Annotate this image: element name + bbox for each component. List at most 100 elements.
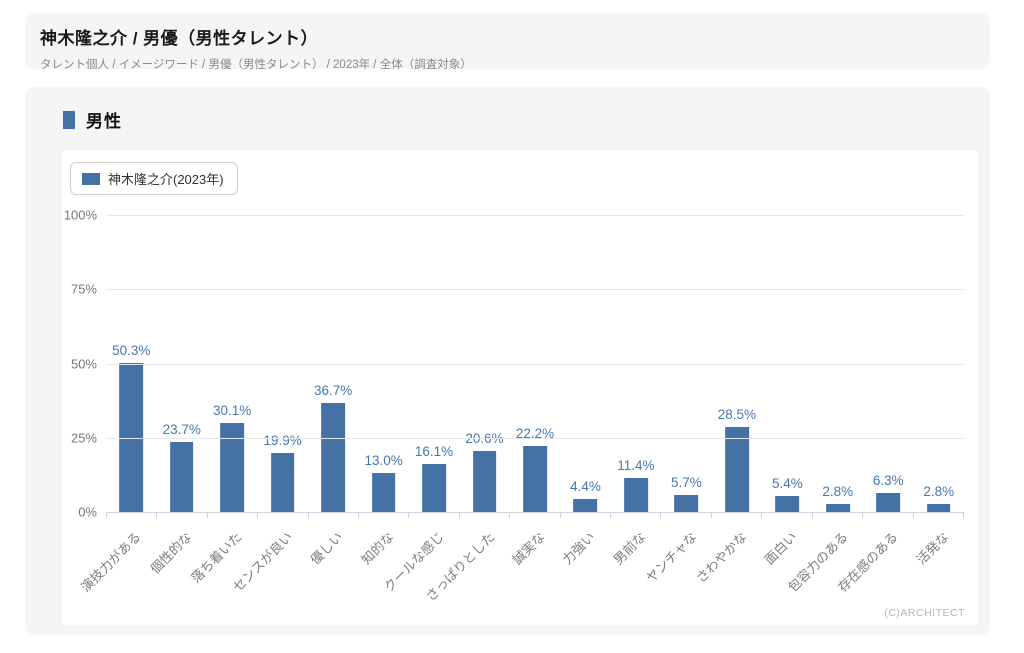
bar[interactable] xyxy=(775,495,800,512)
bar-value-label: 23.7% xyxy=(162,421,201,437)
bar-value-label: 11.4% xyxy=(617,458,655,474)
x-axis-tick xyxy=(811,512,862,518)
bar-slot: 50.3% xyxy=(106,215,156,512)
bar-value-label: 16.1% xyxy=(414,444,454,460)
bar-value-label: 30.1% xyxy=(213,402,252,418)
bar-value-label: 5.4% xyxy=(771,475,803,491)
bar-slot: 2.8% xyxy=(813,215,863,512)
y-axis-tick-label: 75% xyxy=(70,281,97,297)
bar[interactable] xyxy=(523,446,547,512)
bar[interactable] xyxy=(926,503,951,512)
bar-slot: 19.9% xyxy=(257,215,307,512)
legend-swatch-icon xyxy=(82,172,100,185)
bar[interactable] xyxy=(169,441,194,512)
y-axis-tick-label: 100% xyxy=(63,207,97,223)
section-marker-icon xyxy=(63,110,75,129)
x-axis-tick xyxy=(509,512,559,518)
x-axis-tick xyxy=(912,512,964,518)
bar[interactable] xyxy=(624,478,648,512)
x-axis-tick xyxy=(408,512,458,518)
chart-panel: 男性 神木隆之介(2023年) 50.3% 23.7% 30.1% 19.9% 36.7… xyxy=(25,87,990,635)
x-axis-tick xyxy=(307,512,358,518)
bar-value-label: 36.7% xyxy=(313,383,353,399)
bar-value-label: 19.9% xyxy=(263,432,302,448)
page-title: 神木隆之介 / 男優（男性タレント） xyxy=(40,29,319,48)
x-axis-category-label: 演技力がある xyxy=(78,529,144,595)
x-axis-tick xyxy=(358,512,408,518)
x-axis-ticks xyxy=(106,512,964,518)
bar-chart-plot-area: 50.3% 23.7% 30.1% 19.9% 36.7% 13.0% 16.1% 20.6%… xyxy=(64,208,964,520)
bar-slot: 16.1% xyxy=(409,215,459,512)
bar-slot: 13.0% xyxy=(358,215,408,512)
x-axis-category-label: 知的な xyxy=(358,529,397,568)
bar[interactable] xyxy=(876,493,901,512)
bar[interactable] xyxy=(573,498,598,512)
y-axis-tick-label: 25% xyxy=(70,430,97,446)
x-label-slot: センスが良い xyxy=(230,520,307,625)
bar-value-label: 22.2% xyxy=(515,426,555,442)
x-axis-tick xyxy=(660,512,710,518)
x-label-slot: 優しい xyxy=(308,520,358,625)
bar-slots: 50.3% 23.7% 30.1% 19.9% 36.7% 13.0% 16.1% 20.6%… xyxy=(106,215,964,512)
bar-slot: 23.7% xyxy=(156,215,206,512)
x-axis-tick xyxy=(761,512,811,518)
gridline xyxy=(106,215,964,216)
x-axis-tick xyxy=(106,512,156,518)
gridline xyxy=(106,363,964,365)
bar-value-label: 13.0% xyxy=(364,453,403,469)
bar[interactable] xyxy=(472,450,497,512)
bar-slot: 11.4% xyxy=(611,215,661,512)
x-axis-tick xyxy=(610,512,660,518)
x-axis-category-label: 活発な xyxy=(913,529,952,568)
bar-slot: 36.7% xyxy=(308,215,358,512)
x-axis-category-label: 優しい xyxy=(307,529,346,568)
chart-legend[interactable]: 神木隆之介(2023年) xyxy=(70,162,238,195)
bar[interactable] xyxy=(270,452,295,512)
x-axis-tick xyxy=(710,512,761,518)
bar[interactable] xyxy=(725,427,749,512)
y-axis-tick-label: 0% xyxy=(78,504,97,520)
header-panel: 神木隆之介 / 男優（男性タレント） タレント個人 / イメージワード / 男優… xyxy=(25,13,990,71)
bar-slot: 22.2% xyxy=(510,215,560,512)
bar[interactable] xyxy=(371,473,396,512)
x-axis-tick xyxy=(559,512,610,518)
bar-value-label: 4.4% xyxy=(570,478,601,494)
x-axis-tick xyxy=(458,512,509,518)
gridline xyxy=(106,289,964,291)
gridline xyxy=(106,437,964,439)
x-axis-tick xyxy=(156,512,206,518)
copyright-text: (C)ARCHITECT xyxy=(884,607,965,619)
bar[interactable] xyxy=(422,464,446,512)
bar[interactable] xyxy=(119,362,144,512)
bar[interactable] xyxy=(321,403,345,512)
bar-slot: 30.1% xyxy=(207,215,257,512)
bar-slot: 2.8% xyxy=(914,215,964,512)
legend-label: 神木隆之介(2023年) xyxy=(108,172,224,187)
bar-slot: 6.3% xyxy=(863,215,913,512)
bar-slot: 5.7% xyxy=(661,215,711,512)
y-axis-tick-label: 50% xyxy=(70,356,97,371)
x-label-slot: さっぱりとした xyxy=(422,520,509,625)
section-title: 男性 xyxy=(86,112,122,131)
x-label-slot: 力強い xyxy=(560,520,610,625)
bar-value-label: 2.8% xyxy=(822,483,854,499)
bar-slot: 28.5% xyxy=(712,215,762,512)
bar-value-label: 28.5% xyxy=(717,407,756,423)
x-axis-tick xyxy=(257,512,307,518)
bar[interactable] xyxy=(220,422,245,512)
x-axis-category-label: 力強い xyxy=(559,529,599,568)
bar[interactable] xyxy=(825,503,850,512)
x-label-slot: さわやかな xyxy=(693,520,762,625)
bar-value-label: 5.7% xyxy=(671,475,702,491)
bar-value-label: 6.3% xyxy=(872,473,904,489)
bar-value-label: 2.8% xyxy=(923,483,955,499)
bar-value-label: 50.3% xyxy=(112,342,151,358)
bar[interactable] xyxy=(674,495,699,512)
section-heading: 男性 xyxy=(63,107,978,132)
bar-slot: 4.4% xyxy=(560,215,610,512)
chart-card: 神木隆之介(2023年) 50.3% 23.7% 30.1% 19.9% 36.7% 13… xyxy=(62,150,978,625)
x-axis-tick xyxy=(862,512,912,518)
x-axis-category-labels: 演技力がある 個性的な 落ち着いた センスが良い 優しい 知的な クールな感じ さっぱりとした… xyxy=(78,520,964,625)
x-label-slot: 誠実な xyxy=(510,520,560,625)
